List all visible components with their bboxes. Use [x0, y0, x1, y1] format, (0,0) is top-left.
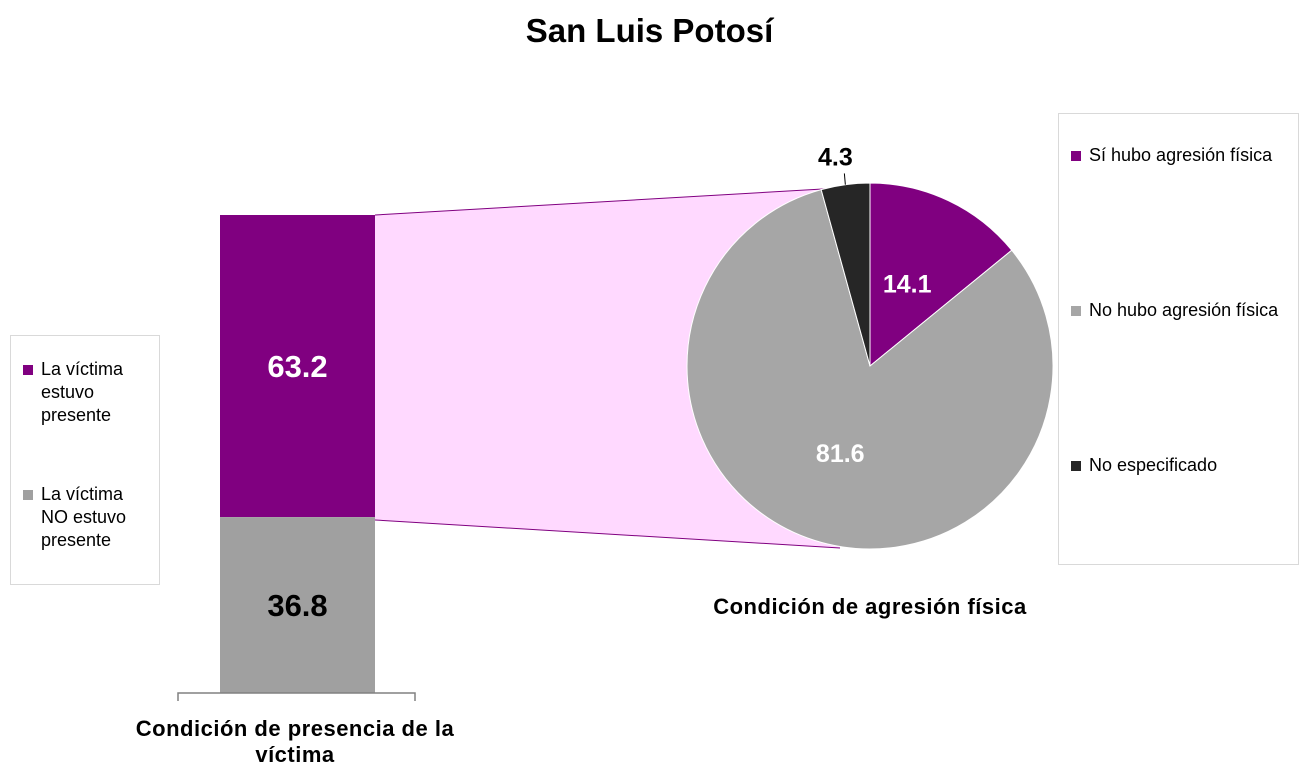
legend-label: La víctima NO estuvo presente — [41, 484, 127, 550]
x-axis-label: Condición de presencia de la víctima — [135, 716, 455, 767]
data-label: 4.3 — [818, 144, 853, 172]
legend-swatch — [23, 490, 33, 500]
data-label: 36.8 — [267, 588, 327, 623]
data-label: 14.1 — [883, 270, 932, 298]
data-label: 81.6 — [816, 440, 865, 468]
leader-line — [843, 173, 846, 185]
legend: La víctima estuvo presente La víctima NO … — [10, 335, 160, 585]
pie-slice — [869, 182, 1013, 368]
data-label: 63.2 — [267, 349, 327, 384]
legend-item: La víctima estuvo presente — [23, 358, 151, 427]
connector-line — [374, 519, 841, 549]
legend-label: No especificado — [1089, 455, 1218, 475]
chart-title: San Luis Potosí — [525, 12, 774, 49]
legend-item: No especificado — [1071, 454, 1299, 477]
legend-label: La víctima estuvo presente — [41, 359, 124, 425]
legend-label: No hubo agresión física — [1089, 300, 1279, 320]
bar-segment — [220, 215, 375, 518]
pie-slice — [686, 189, 1054, 550]
axis-line — [177, 692, 416, 701]
legend: Sí hubo agresión física No hubo agresión … — [1058, 113, 1299, 565]
x-axis-label: Condición de agresión física — [713, 594, 1027, 619]
legend-item: Sí hubo agresión física — [1071, 144, 1299, 167]
pie-slice — [820, 182, 871, 367]
legend-swatch — [23, 365, 33, 375]
legend-swatch — [1071, 306, 1081, 316]
connector-line — [374, 187, 841, 216]
legend-swatch — [1071, 461, 1081, 471]
legend-item: No hubo agresión física — [1071, 299, 1299, 322]
legend-swatch — [1071, 151, 1081, 161]
legend-label: Sí hubo agresión física — [1089, 145, 1273, 165]
bar-segment — [220, 517, 375, 693]
legend-item: La víctima NO estuvo presente — [23, 483, 151, 552]
